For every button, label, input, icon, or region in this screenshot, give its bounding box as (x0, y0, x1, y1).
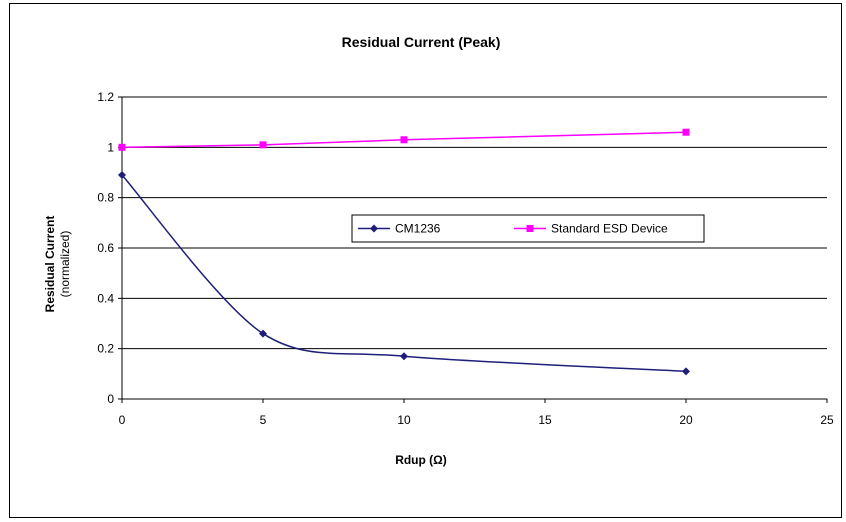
legend-label: Standard ESD Device (551, 222, 668, 236)
grid-lines (122, 96, 827, 350)
chart-title: Residual Current (Peak) (342, 34, 501, 50)
data-point (118, 143, 126, 151)
data-point (400, 136, 408, 144)
legend-marker (370, 224, 378, 233)
y-axis-title-line1: Residual Current (43, 216, 57, 313)
y-axis-title: Residual Current (normalized) (43, 216, 72, 313)
x-axis-title: Rdup (Ω) (395, 453, 447, 467)
x-tick-label: 10 (397, 413, 411, 427)
y-tick-label: 0.6 (97, 241, 114, 255)
y-tick-label: 0 (107, 392, 114, 406)
y-axis-title-line2: (normalized) (58, 231, 72, 298)
chart-frame: Residual Current (Peak) 0 0.2 0.4 0.6 0.8 1 1.… (9, 3, 842, 518)
legend-label: CM1236 (395, 222, 441, 236)
legend-marker (526, 225, 534, 232)
legend: CM1236 Standard ESD Device (351, 214, 705, 243)
series-layer (118, 128, 690, 376)
x-tick-label: 20 (679, 413, 693, 427)
x-tick-label: 25 (820, 413, 834, 427)
data-point (682, 128, 690, 136)
chart-svg: Residual Current (Peak) 0 0.2 0.4 0.6 0.8 1 1.… (43, 34, 834, 467)
data-point (118, 171, 126, 180)
y-tick-label: 1 (107, 140, 114, 154)
y-tick-labels: 0 0.2 0.4 0.6 0.8 1 1.2 (97, 90, 114, 406)
data-point (682, 367, 690, 376)
series-1 (118, 128, 690, 151)
data-point (400, 352, 408, 361)
x-tick-label: 0 (119, 413, 126, 427)
y-tick-label: 0.2 (97, 342, 114, 356)
x-tick-label: 5 (260, 413, 267, 427)
data-point (259, 141, 267, 149)
series-line (121, 131, 687, 149)
x-tick-label: 15 (538, 413, 552, 427)
data-point (259, 329, 267, 338)
y-tick-label: 0.8 (97, 191, 114, 205)
axes (118, 96, 828, 403)
y-tick-label: 1.2 (97, 90, 114, 104)
y-tick-label: 0.4 (97, 291, 114, 305)
series-line (121, 174, 687, 373)
series-0 (118, 171, 690, 376)
x-tick-labels: 0 5 10 15 20 25 (119, 413, 834, 427)
